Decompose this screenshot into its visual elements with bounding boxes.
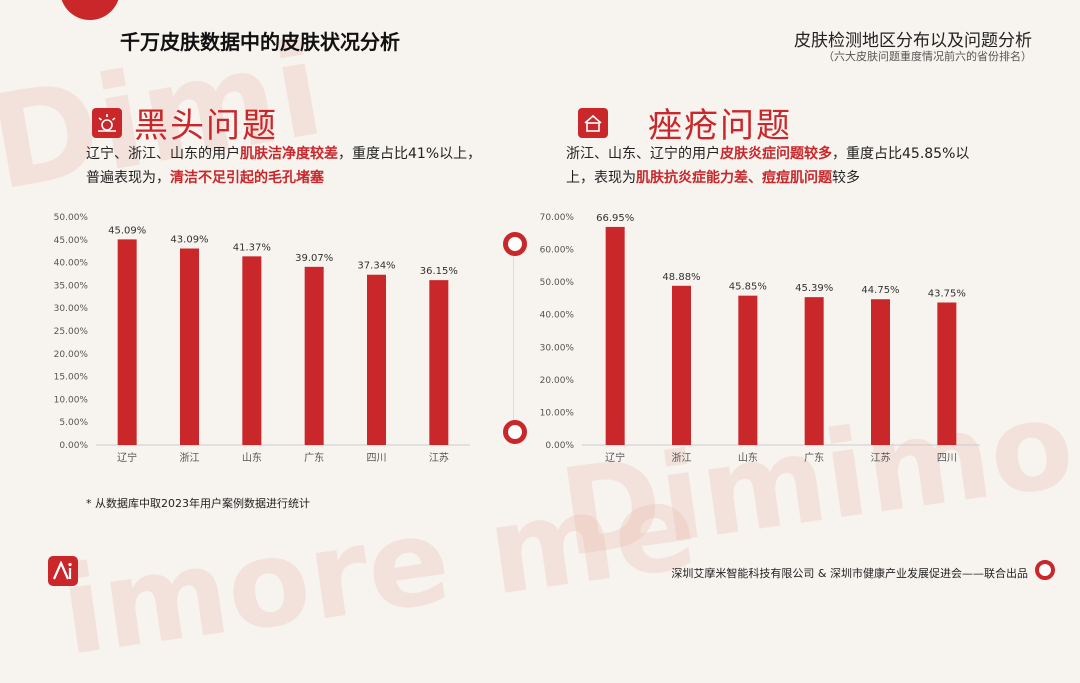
acne-heading: 痤疮问题 bbox=[578, 98, 792, 147]
page-subtitle: 皮肤检测地区分布以及问题分析 bbox=[794, 31, 1032, 51]
x-tick-label: 辽宁 bbox=[117, 451, 137, 464]
bar bbox=[738, 295, 758, 445]
y-tick-label: 35.00% bbox=[54, 281, 89, 291]
y-tick-label: 45.00% bbox=[54, 236, 89, 246]
ring-marker bbox=[503, 232, 527, 256]
sun-icon bbox=[92, 107, 122, 138]
x-tick-label: 辽宁 bbox=[605, 451, 625, 464]
page-subtitle-note: （六大皮肤问题重度情况前六的省份排名） bbox=[823, 50, 1032, 63]
x-tick-label: 浙江 bbox=[180, 452, 200, 464]
y-tick-label: 30.00% bbox=[540, 343, 574, 353]
y-tick-label: 10.00% bbox=[54, 395, 89, 405]
page-title: 千万皮肤数据中的皮肤状况分析 bbox=[120, 30, 400, 54]
divider-line bbox=[513, 242, 514, 430]
desc-highlight: 清洁不足引起的毛孔堵塞 bbox=[170, 170, 324, 186]
data-label: 48.88% bbox=[662, 272, 700, 283]
watermark-graphic: imore me bbox=[53, 456, 704, 683]
desc-text: 浙江、山东、辽宁的用户 bbox=[566, 146, 720, 162]
ring-marker bbox=[503, 420, 527, 444]
desc-text: ，重度占比45.85%以上，表现为 bbox=[566, 146, 970, 186]
data-label: 41.37% bbox=[233, 242, 271, 253]
ring-marker bbox=[1035, 560, 1055, 580]
y-tick-label: 70.00% bbox=[540, 213, 574, 223]
data-label: 45.85% bbox=[729, 282, 767, 293]
y-tick-label: 0.00% bbox=[545, 441, 574, 451]
acne-bar-chart: 0.00% 10.00% 20.00% 30.00% 40.00% 50.00% 60.00… bbox=[540, 213, 980, 464]
bar bbox=[937, 302, 957, 445]
bar bbox=[304, 266, 324, 445]
data-label: 45.39% bbox=[795, 283, 833, 294]
bar bbox=[117, 239, 137, 445]
y-tick-label: 20.00% bbox=[54, 350, 89, 360]
data-label: 44.75% bbox=[861, 285, 899, 296]
y-tick-label: 10.00% bbox=[540, 408, 574, 418]
x-tick-label: 四川 bbox=[367, 453, 387, 464]
bar bbox=[672, 285, 691, 445]
data-label: 36.15% bbox=[420, 266, 458, 277]
bar bbox=[429, 280, 449, 445]
y-tick-label: 25.00% bbox=[54, 327, 89, 337]
bar bbox=[871, 299, 890, 445]
y-tick-label: 30.00% bbox=[54, 304, 89, 314]
y-tick-label: 15.00% bbox=[54, 373, 89, 383]
acne-title: 痤疮问题 bbox=[648, 106, 792, 146]
desc-highlight: 肌肤洁净度较差 bbox=[240, 146, 338, 162]
blackhead-description: 辽宁、浙江、山东的用户肌肤洁净度较差，重度占比41%以上，普遍表现为，清洁不足引… bbox=[86, 142, 486, 190]
y-tick-label: 50.00% bbox=[54, 213, 89, 223]
desc-text: 较多 bbox=[832, 170, 860, 186]
y-tick-label: 5.00% bbox=[59, 418, 88, 428]
desc-text: 辽宁、浙江、山东的用户 bbox=[86, 146, 240, 162]
blackhead-bar-chart: 0.00% 5.00% 10.00% 15.00% 20.00% 25.00% 30.00%… bbox=[54, 213, 470, 464]
data-label: 43.09% bbox=[170, 235, 208, 246]
y-tick-label: 50.00% bbox=[540, 278, 574, 288]
x-tick-label: 江苏 bbox=[871, 451, 891, 464]
bar bbox=[242, 256, 262, 445]
y-tick-label: 0.00% bbox=[59, 441, 88, 451]
y-tick-label: 40.00% bbox=[54, 259, 89, 269]
bar bbox=[180, 248, 199, 445]
x-tick-label: 江苏 bbox=[429, 451, 449, 464]
x-tick-label: 浙江 bbox=[672, 452, 692, 464]
company-logo bbox=[48, 556, 78, 586]
desc-highlight: 肌肤抗炎症能力差、痘痘肌问题 bbox=[636, 170, 832, 186]
bar bbox=[804, 297, 824, 445]
data-label: 66.95% bbox=[596, 213, 634, 224]
x-tick-label: 广东 bbox=[304, 451, 324, 464]
blackhead-title: 黑头问题 bbox=[134, 106, 278, 146]
x-tick-label: 四川 bbox=[937, 453, 957, 464]
acne-description: 浙江、山东、辽宁的用户皮肤炎症问题较多，重度占比45.85%以上，表现为肌肤抗炎… bbox=[566, 142, 986, 190]
y-tick-label: 40.00% bbox=[540, 311, 574, 321]
bar bbox=[605, 226, 625, 445]
decorative-circle bbox=[60, 0, 120, 20]
x-tick-label: 广东 bbox=[804, 451, 824, 464]
house-icon bbox=[578, 107, 608, 138]
data-label: 45.09% bbox=[108, 225, 146, 236]
bar bbox=[367, 274, 386, 445]
data-label: 39.07% bbox=[295, 253, 333, 264]
footer-credit: 深圳艾摩米智能科技有限公司 & 深圳市健康产业发展促进会——联合出品 bbox=[671, 567, 1028, 580]
x-tick-label: 山东 bbox=[738, 451, 758, 464]
desc-highlight: 皮肤炎症问题较多 bbox=[720, 146, 832, 162]
data-label: 37.34% bbox=[357, 261, 395, 272]
x-tick-label: 山东 bbox=[242, 451, 262, 464]
y-tick-label: 20.00% bbox=[540, 376, 574, 386]
y-tick-label: 60.00% bbox=[540, 246, 574, 256]
desc-text: ，重度占比41%以上，普遍表现为， bbox=[86, 146, 482, 186]
footnote: * 从数据库中取2023年用户案例数据进行统计 bbox=[86, 497, 310, 510]
blackhead-heading: 黑头问题 bbox=[92, 98, 278, 147]
data-label: 43.75% bbox=[928, 289, 966, 300]
